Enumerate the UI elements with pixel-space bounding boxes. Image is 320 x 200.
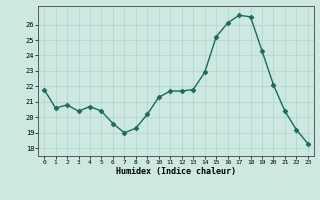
X-axis label: Humidex (Indice chaleur): Humidex (Indice chaleur) xyxy=(116,167,236,176)
